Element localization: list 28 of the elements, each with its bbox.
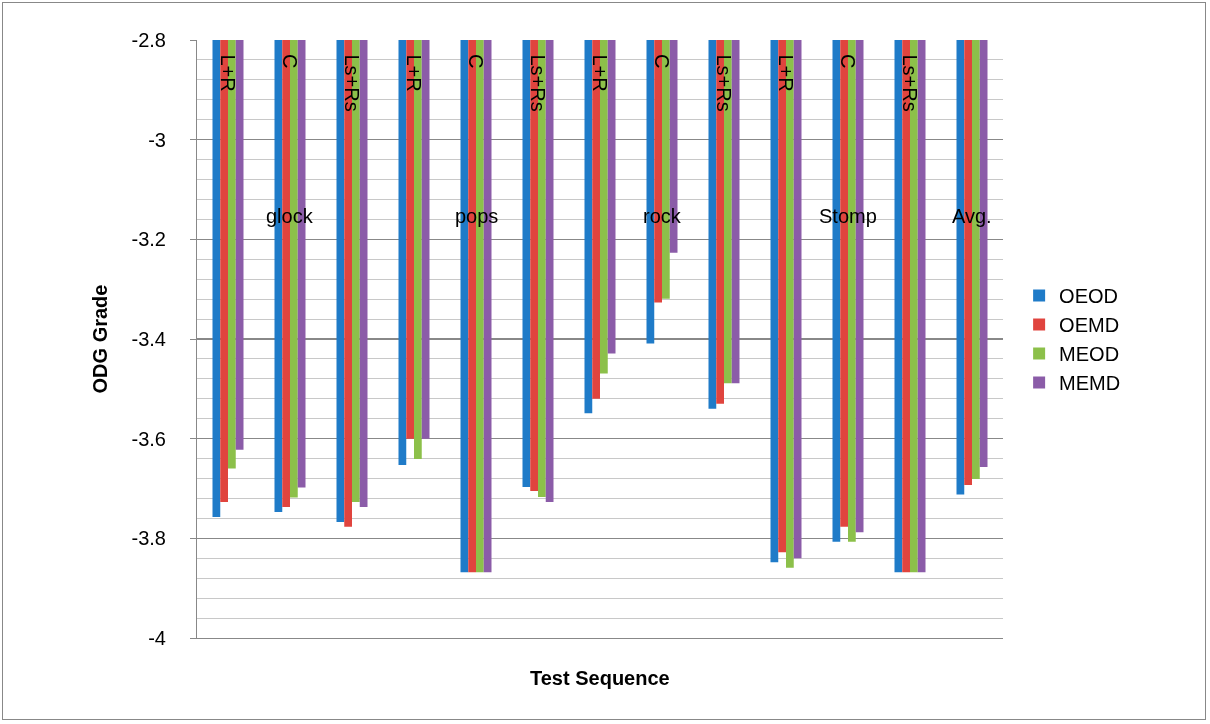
legend-label: OEMD [1059,314,1120,337]
x-tick-label: L+R [774,54,797,92]
x-tick-label: L+R [216,54,239,92]
y-tick-label: -3.2 [131,228,166,251]
x-tick-label: Ls+Rs [340,54,363,112]
x-tick-label: Ls+Rs [526,54,549,112]
x-axis-title: Test Sequence [530,667,670,689]
legend-label: OEOD [1059,285,1119,308]
x-tick-label: L+R [402,54,425,92]
x-tick-label: C [837,54,859,69]
annotation: pops [455,205,499,227]
x-tick-label: Ls+Rs [898,54,921,112]
x-tick-label: Ls+Rs [712,54,735,112]
annotation: rock [643,205,682,227]
y-tick-label: -3.4 [131,328,166,350]
y-tick-label: -4 [148,627,166,649]
annotation: Avg. [952,205,992,227]
x-tick-label: C [279,54,301,69]
x-tick-label: L+R [588,54,611,92]
y-tick-label: -2.8 [131,29,166,51]
x-tick-label: C [465,54,487,69]
y-tick-label: -3.8 [131,527,166,550]
x-tick-label: C [651,54,673,69]
y-tick-label: -3.6 [131,427,166,450]
legend-label: MEMD [1059,372,1121,395]
legend-label: MEOD [1059,343,1120,366]
y-axis-title: ODG Grade [89,284,112,394]
y-tick-label: -3 [148,128,166,151]
